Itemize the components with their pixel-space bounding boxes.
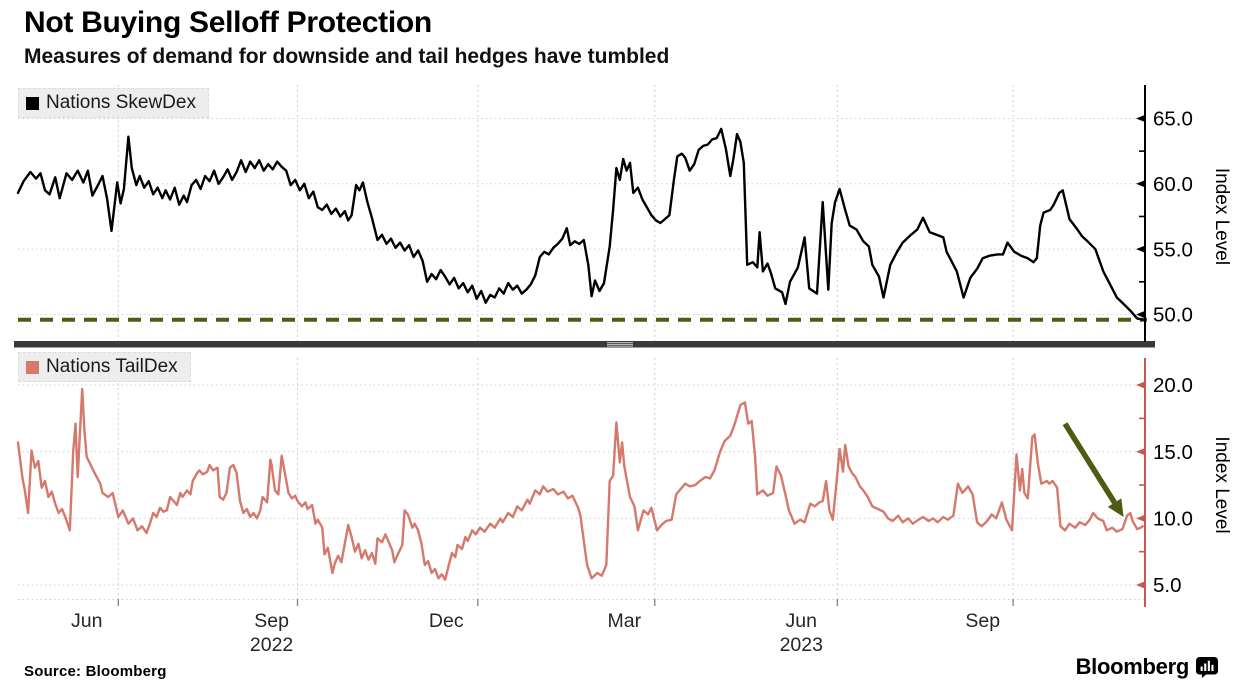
skewdex-line-series xyxy=(16,127,1144,321)
y-axis-major-tick xyxy=(1136,381,1145,389)
y-axis-major-tick xyxy=(1136,114,1145,123)
taildex-line-series xyxy=(16,387,1144,581)
y-tick-label: 15.0 xyxy=(1153,441,1193,464)
y-tick-label: 5.0 xyxy=(1153,574,1182,597)
y-tick-label: 60.0 xyxy=(1153,173,1193,196)
x-month-label: Sep xyxy=(965,610,1000,632)
x-month-label: Mar xyxy=(608,610,642,632)
y-axis-major-tick xyxy=(1136,581,1145,589)
bar-chart-speech-bubble-icon xyxy=(1196,656,1218,678)
y-axis-major-tick xyxy=(1136,180,1145,188)
x-month-label: Sep xyxy=(254,610,289,632)
legend-skewdex: Nations SkewDex xyxy=(18,88,209,118)
legend-skewdex-label: Nations SkewDex xyxy=(46,92,196,113)
y-axis-title: Index Level xyxy=(1211,168,1232,265)
page-subtitle: Measures of demand for downside and tail… xyxy=(24,45,670,68)
page-title: Not Buying Selloff Protection xyxy=(24,6,432,39)
x-year-label: 2023 xyxy=(780,634,823,656)
downtrend-arrowhead-icon xyxy=(1107,498,1124,518)
source-credit: Source: Bloomberg xyxy=(24,663,167,680)
y-axis-major-tick xyxy=(1136,448,1145,456)
y-axis-major-tick xyxy=(1136,245,1145,253)
y-axis-major-tick xyxy=(1136,514,1145,522)
x-month-label: Dec xyxy=(429,610,464,632)
y-tick-label: 55.0 xyxy=(1153,238,1193,261)
y-axis-title: Index Level xyxy=(1211,436,1232,533)
bloomberg-logo: Bloomberg xyxy=(1076,654,1218,680)
y-tick-label: 10.0 xyxy=(1153,508,1193,531)
downtrend-arrow xyxy=(1062,422,1117,505)
y-tick-label: 65.0 xyxy=(1153,108,1193,131)
x-month-label: Jun xyxy=(71,610,102,632)
y-axis-major-tick xyxy=(1136,310,1145,319)
y-tick-label: 20.0 xyxy=(1153,374,1193,397)
legend-taildex-label: Nations TailDex xyxy=(46,356,178,377)
x-year-label: 2022 xyxy=(250,634,293,656)
bloomberg-logo-text: Bloomberg xyxy=(1075,654,1190,679)
panel-divider[interactable] xyxy=(14,341,1155,348)
legend-taildex: Nations TailDex xyxy=(18,352,191,382)
y-tick-label: 50.0 xyxy=(1153,304,1193,327)
x-month-label: Jun xyxy=(786,610,817,632)
taildex-swatch-icon xyxy=(26,360,39,374)
skewdex-swatch-icon xyxy=(26,96,39,110)
